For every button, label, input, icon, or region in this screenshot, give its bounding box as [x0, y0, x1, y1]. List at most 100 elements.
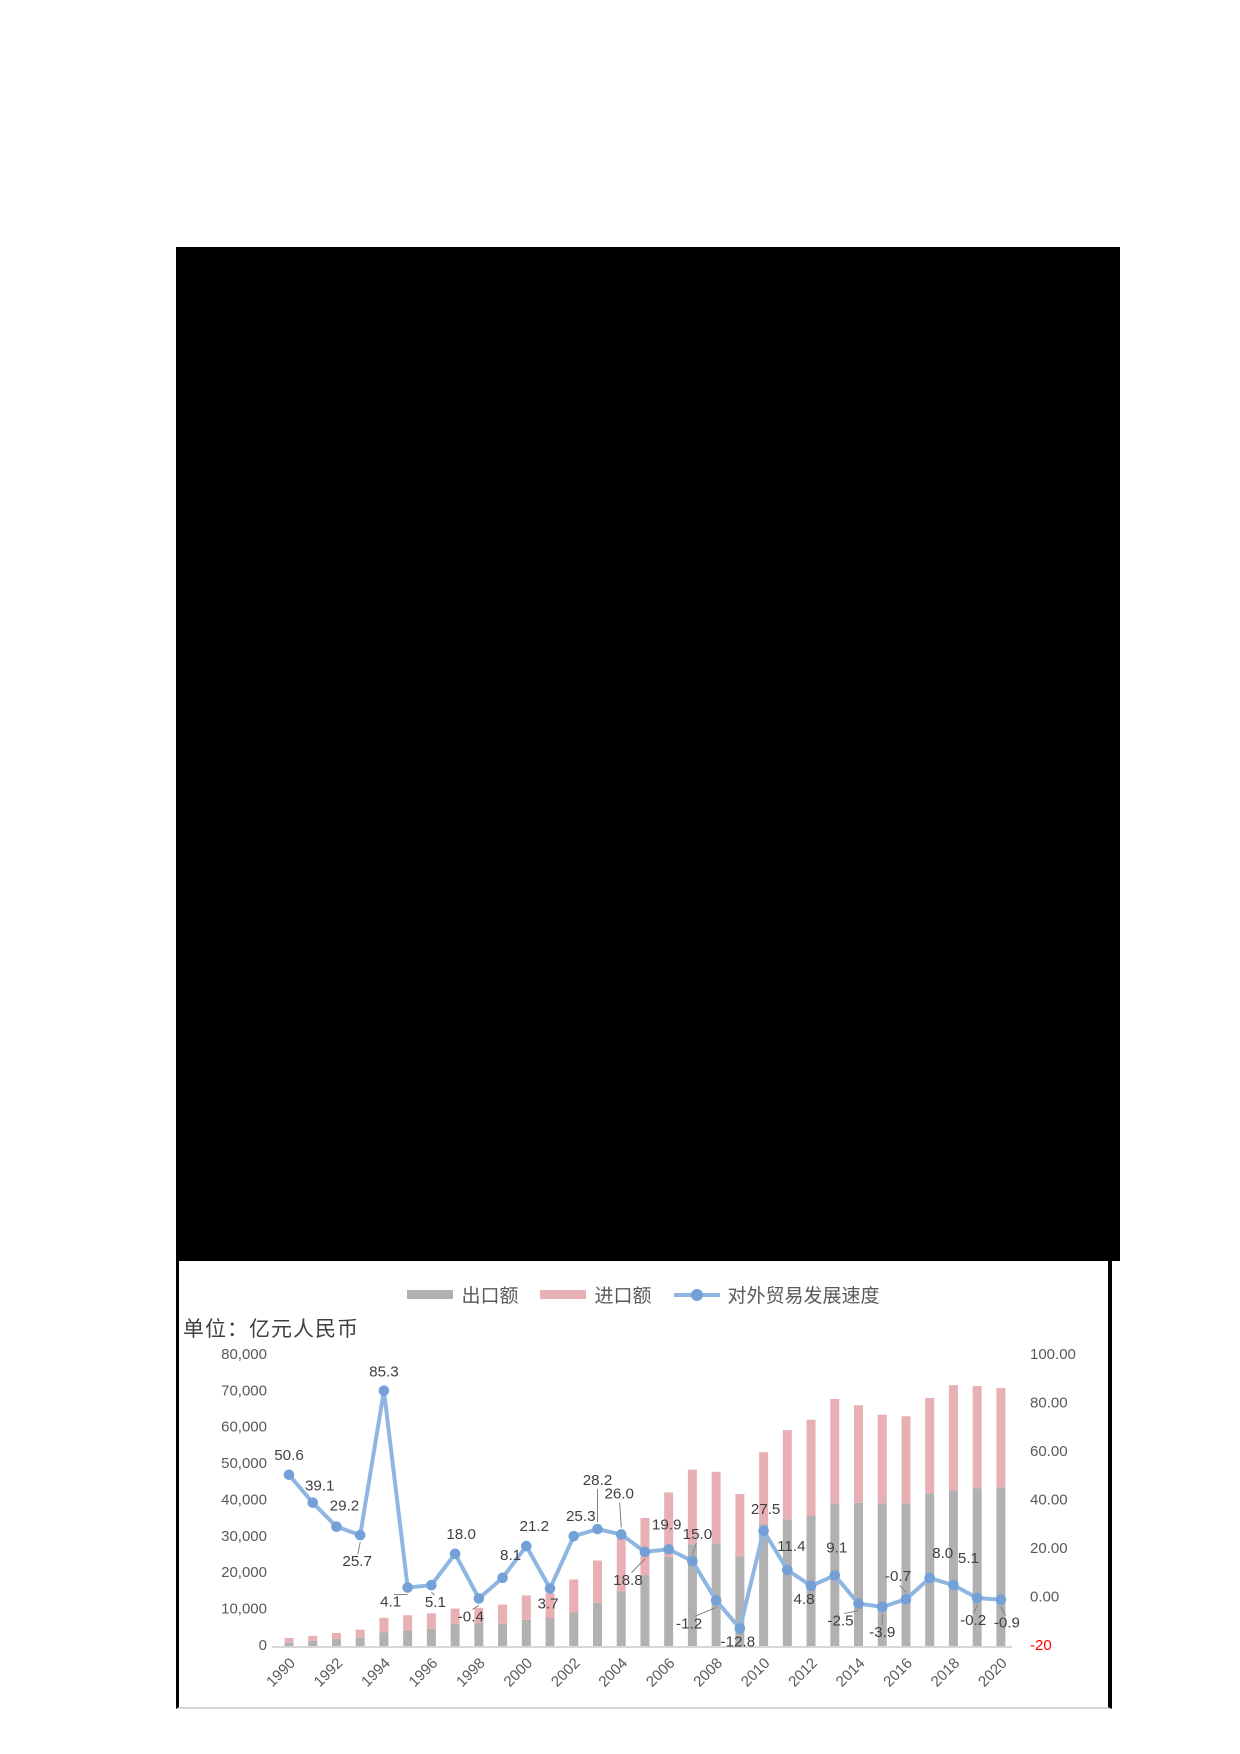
export-bar [877, 1503, 887, 1646]
line-value-label: -0.9 [994, 1615, 1020, 1632]
x-axis-year-label: 2002 [548, 1655, 584, 1691]
export-bar [972, 1488, 982, 1646]
legend-label: 进口额 [594, 1286, 652, 1307]
x-axis-year-label: 2018 [928, 1655, 964, 1691]
import-bar [759, 1452, 769, 1525]
line-value-label: 18.8 [613, 1572, 643, 1589]
line-point [307, 1497, 319, 1508]
left-axis-tick: 10,000 [221, 1601, 267, 1618]
line-point [948, 1579, 959, 1591]
right-axis-tick: 40.00 [1030, 1491, 1068, 1508]
import-bar [450, 1608, 460, 1624]
legend-bar-swatch [407, 1290, 454, 1299]
export-bar [711, 1543, 721, 1646]
line-point [283, 1469, 295, 1481]
import-bar [664, 1492, 674, 1557]
export-bar [687, 1544, 697, 1646]
left-axis-tick: 30,000 [221, 1528, 267, 1545]
line-point [473, 1593, 485, 1604]
export-bar [640, 1575, 650, 1646]
export-bar [474, 1622, 484, 1646]
line-value-label: 8.1 [500, 1547, 521, 1564]
line-value-label: 28.2 [583, 1472, 613, 1489]
line-point [758, 1525, 769, 1537]
x-axis-year-label: 2008 [690, 1655, 726, 1691]
x-axis-year-label: 2020 [975, 1655, 1011, 1691]
import-bar [830, 1399, 840, 1504]
left-axis-tick: 50,000 [221, 1455, 267, 1472]
x-axis-year-label: 2016 [880, 1655, 916, 1691]
x-axis-year-label: 1994 [358, 1655, 394, 1691]
import-bar [355, 1629, 365, 1638]
line-value-label: -2.5 [827, 1613, 853, 1630]
import-bar [806, 1419, 816, 1516]
export-bar [901, 1503, 911, 1646]
label-leader-line [899, 1584, 907, 1593]
label-leader-line [973, 1604, 978, 1614]
export-bar [284, 1642, 294, 1646]
x-axis-year-label: 2000 [501, 1655, 537, 1691]
line-point [592, 1523, 603, 1535]
chart-legend: 出口额 进口额 对外贸易发展速度 [179, 1281, 1108, 1308]
line-value-label: 5.1 [958, 1550, 979, 1567]
trade-chart-card: 出口额 进口额 对外贸易发展速度 单位：亿元人民币 0 10,000 20,000 30,… [176, 1261, 1112, 1709]
line-point [521, 1540, 532, 1552]
line-point [805, 1580, 817, 1592]
legend-label: 对外贸易发展速度 [727, 1286, 880, 1307]
line-value-label: 25.7 [342, 1553, 372, 1570]
legend-bar-swatch [540, 1290, 587, 1299]
label-leader-line [1000, 1606, 1007, 1616]
x-axis-year-label: 1998 [453, 1655, 489, 1691]
trade-chart-plot: 0 10,000 20,000 30,000 40,000 50,000 60,000 70,… [221, 1346, 1076, 1691]
line-value-label: 3.7 [537, 1596, 558, 1613]
import-bar [592, 1560, 602, 1603]
export-bar [521, 1619, 531, 1646]
unit-label: 单位：亿元人民币 [183, 1318, 359, 1341]
line-value-label: -0.4 [458, 1608, 484, 1625]
import-bar [426, 1613, 436, 1629]
import-bar [901, 1416, 911, 1504]
line-point [378, 1385, 390, 1396]
label-leader-line [357, 1542, 361, 1555]
line-value-label: 9.1 [826, 1539, 847, 1556]
line-point [615, 1529, 627, 1540]
line-value-label: 8.0 [932, 1545, 953, 1562]
legend-line-swatch [673, 1288, 720, 1301]
legend-item-1: 进口额 [540, 1281, 652, 1308]
import-bar [735, 1493, 745, 1557]
export-bar [948, 1490, 958, 1646]
line-point [497, 1572, 508, 1584]
left-axis-tick: 40,000 [221, 1491, 267, 1508]
line-point [995, 1594, 1007, 1605]
line-point [876, 1601, 888, 1613]
chart-inner: 出口额 进口额 对外贸易发展速度 单位：亿元人民币 0 10,000 20,000 30,… [179, 1261, 1108, 1707]
black-panel [176, 247, 1120, 1261]
left-axis-tick: 70,000 [221, 1382, 267, 1399]
line-point [426, 1579, 437, 1591]
export-bar [759, 1524, 769, 1646]
label-leader-line [694, 1606, 717, 1617]
line-value-label: 4.8 [793, 1591, 814, 1608]
export-bar [782, 1519, 792, 1646]
line-point [568, 1530, 580, 1542]
line-point [710, 1595, 722, 1606]
line-value-label: 18.0 [446, 1526, 476, 1543]
export-bar [498, 1623, 508, 1646]
export-bar [450, 1623, 460, 1646]
label-leader-line [431, 1591, 435, 1596]
export-bar [355, 1637, 365, 1646]
line-value-label: 21.2 [520, 1518, 550, 1535]
left-axis-tick: 20,000 [221, 1564, 267, 1581]
x-axis-year-label: 1996 [406, 1655, 442, 1691]
import-bar [877, 1414, 887, 1504]
import-bar [545, 1593, 555, 1618]
label-leader-line [619, 1502, 622, 1528]
line-point [829, 1570, 841, 1581]
export-bar [569, 1612, 579, 1646]
left-axis-tick: 60,000 [221, 1419, 267, 1436]
line-value-label: 27.5 [751, 1501, 781, 1518]
import-bar [972, 1385, 982, 1489]
export-bar [545, 1617, 555, 1646]
x-axis-year-label: 1992 [311, 1655, 347, 1691]
import-bar [569, 1579, 579, 1613]
